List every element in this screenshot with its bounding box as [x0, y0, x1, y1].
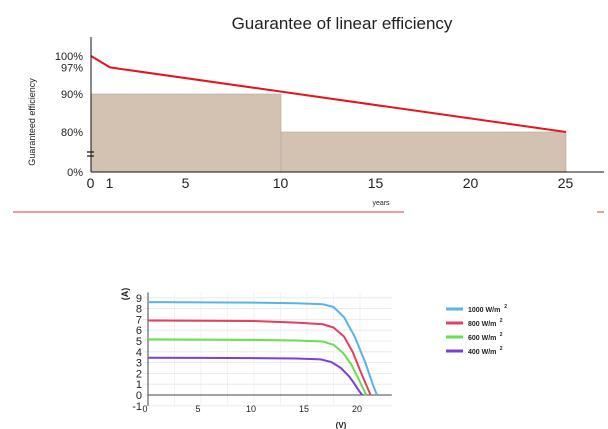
iv-series-line-2 — [147, 338, 368, 396]
efficiency-bar-0 — [90, 93, 282, 173]
iv-x-tick-label: 20 — [352, 404, 362, 414]
iv-y-tick-label: 8 — [136, 304, 142, 316]
iv-series-line-0 — [147, 301, 378, 396]
legend-superscript-1: 2 — [500, 318, 503, 324]
chart-title: Guarantee of linear efficiency — [232, 14, 453, 33]
iv-x-tick-label: 0 — [142, 404, 147, 414]
iv-x-axis-label: (V) — [336, 421, 347, 429]
iv-series — [147, 301, 378, 396]
legend-label-2: 600 W/m — [468, 335, 496, 342]
iv-y-tick-label: 9 — [136, 293, 142, 305]
iv-y-tick-label: -1 — [132, 401, 142, 413]
iv-series-line-3 — [147, 356, 363, 396]
x-tick-label: 15 — [368, 175, 384, 191]
x-tick-labels: 0 1 5 10 15 20 25 — [87, 175, 574, 191]
iv-y-tick-label: 5 — [136, 336, 142, 348]
y-tick-labels: 0% 80% 90% 97%100% — [55, 51, 83, 179]
efficiency-bars — [90, 93, 567, 173]
iv-x-tick-label: 5 — [195, 404, 200, 414]
iv-y-tick-label: 3 — [136, 358, 142, 370]
iv-series-line-1 — [147, 319, 372, 396]
iv-y-tick-label: 4 — [136, 347, 142, 359]
x-tick-label: 5 — [182, 175, 190, 191]
iv-x-tick-label: 15 — [299, 404, 309, 414]
x-axis-label: years — [372, 200, 390, 207]
iv-y-tick-label: 7 — [136, 314, 142, 326]
guarantee-line — [90, 55, 567, 133]
legend-label-0: 1000 W/m — [468, 307, 500, 314]
x-tick-label: 1 — [106, 175, 114, 191]
x-tick-label: 25 — [558, 175, 574, 191]
iv-y-axis-label: (A) — [120, 288, 130, 301]
legend-superscript-2: 2 — [500, 332, 503, 338]
legend-label-1: 800 W/m — [468, 321, 496, 328]
legend-superscript-0: 2 — [504, 304, 507, 310]
iv-x-tick-labels: 0 5 10 15 20 — [142, 404, 362, 414]
y-tick-label: 100% — [55, 51, 83, 63]
guarantee-line-group — [90, 55, 567, 133]
y-tick-label: 0% — [67, 167, 83, 179]
iv-x-tick-label: 10 — [246, 404, 256, 414]
y-tick-label: 97% — [61, 62, 83, 74]
x-tick-label: 0 — [87, 175, 95, 191]
iv-y-tick-label: 0 — [136, 390, 142, 402]
efficiency-chart: Guarantee of linear efficiency 0% 80% 90% 9… — [27, 14, 604, 207]
iv-y-tick-label: 2 — [136, 368, 142, 380]
y-tick-label: 90% — [61, 89, 83, 101]
efficiency-bar-1 — [280, 131, 567, 173]
efficiency-axes — [87, 37, 604, 173]
legend-label-3: 400 W/m — [468, 349, 496, 356]
iv-axes — [147, 292, 392, 406]
iv-y-tick-label: 6 — [136, 325, 142, 337]
x-tick-label: 20 — [463, 175, 479, 191]
x-tick-label: 10 — [273, 175, 289, 191]
iv-y-tick-label: 1 — [136, 379, 142, 391]
y-axis-label: Guaranteed efficiency — [27, 78, 37, 166]
legend-superscript-3: 2 — [500, 346, 503, 352]
iv-grid — [142, 292, 392, 407]
y-tick-label: 80% — [61, 127, 83, 139]
